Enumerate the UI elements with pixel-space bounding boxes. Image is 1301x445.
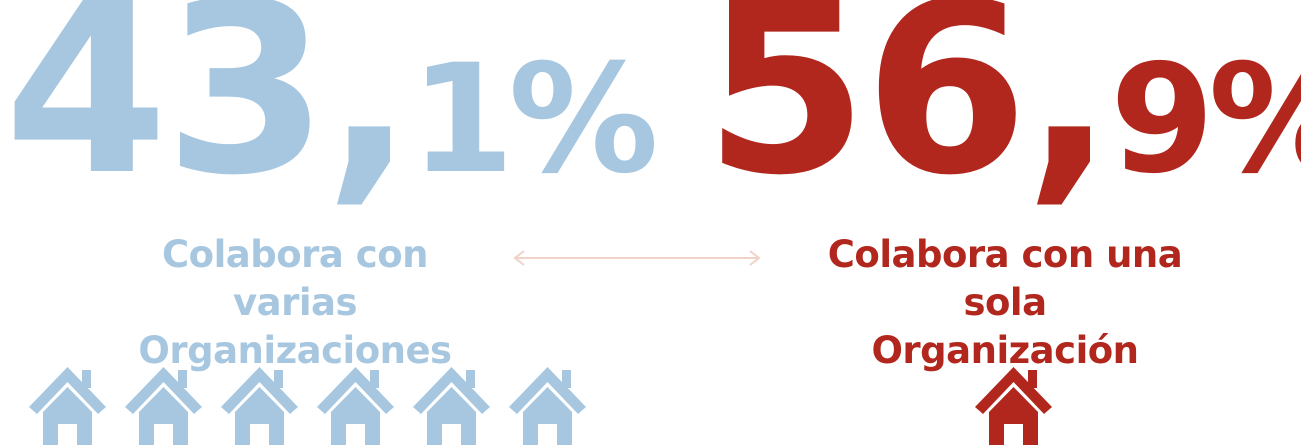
left-label: Colabora con varias Organizaciones xyxy=(100,231,490,375)
right-percentage: 56,9% xyxy=(704,0,1301,208)
double-arrow-icon xyxy=(513,250,761,266)
house-icon xyxy=(221,367,298,445)
left-label-line1: Colabora con varias xyxy=(162,233,428,324)
right-house-icons xyxy=(975,362,1052,445)
house-icon xyxy=(413,367,490,445)
left-label-line2: Organizaciones xyxy=(138,329,452,372)
left-percentage: 43,1% xyxy=(4,0,659,208)
house-icon xyxy=(29,367,106,445)
right-label-line1: Colabora con una sola xyxy=(827,233,1183,324)
left-house-icons xyxy=(29,362,586,445)
right-label: Colabora con una sola Organización xyxy=(795,231,1215,375)
right-percentage-integer: 56, xyxy=(704,0,1114,227)
right-label-line2: Organización xyxy=(871,329,1139,372)
left-percentage-decimal: 1% xyxy=(410,33,659,207)
house-icon xyxy=(125,367,202,445)
right-percentage-decimal: 9% xyxy=(1110,33,1301,207)
house-icon xyxy=(317,367,394,445)
left-percentage-integer: 43, xyxy=(4,0,414,227)
house-icon xyxy=(509,367,586,445)
house-icon xyxy=(975,367,1052,445)
